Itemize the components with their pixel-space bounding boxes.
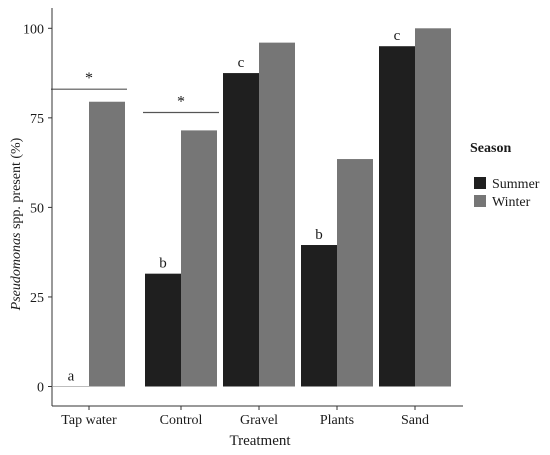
- x-tick-label: Plants: [320, 413, 354, 428]
- x-axis-ticks: Tap water Control Gravel Plants Sand: [61, 406, 429, 428]
- legend-swatch-winter: [474, 195, 486, 207]
- legend: Season Summer Winter: [470, 141, 540, 210]
- y-axis-title-genus: Pseudomonas: [9, 232, 24, 311]
- y-axis-title: Pseudomonas spp. present (%): [9, 137, 24, 311]
- x-tick-label: Gravel: [240, 413, 278, 428]
- x-tick-label: Control: [160, 413, 203, 428]
- y-axis-title-rest: spp. present (%): [9, 137, 24, 232]
- significance-letter: c: [394, 28, 401, 44]
- y-axis-ticks: 0 25 50 75 100: [23, 22, 52, 396]
- bar-winter: [89, 101, 125, 387]
- bars-layer: [53, 28, 451, 387]
- bar-winter: [337, 159, 373, 387]
- significance-letter: b: [159, 256, 167, 272]
- significance-letter: c: [238, 55, 245, 71]
- y-tick-label: 100: [23, 22, 44, 37]
- legend-label-winter: Winter: [492, 195, 531, 210]
- bar-winter: [181, 130, 217, 387]
- y-tick-label: 0: [37, 381, 44, 396]
- bar-summer: [223, 73, 259, 387]
- x-axis-title: Treatment: [229, 433, 291, 449]
- bar-winter: [415, 28, 451, 387]
- legend-swatch-summer: [474, 177, 486, 189]
- significance-letter: b: [315, 227, 323, 243]
- bar-summer: [145, 273, 181, 387]
- bar-summer: [301, 245, 337, 387]
- bar-summer: [379, 46, 415, 387]
- y-tick-label: 25: [30, 291, 44, 306]
- significance-letter: a: [68, 369, 75, 385]
- significance-asterisk: *: [177, 93, 185, 110]
- x-tick-label: Sand: [401, 413, 429, 428]
- legend-label-summer: Summer: [492, 177, 540, 192]
- y-tick-label: 75: [30, 112, 44, 127]
- y-tick-label: 50: [30, 201, 44, 216]
- significance-asterisk: *: [85, 70, 93, 87]
- annotations-layer: a b c b c * *: [51, 28, 401, 385]
- legend-title: Season: [470, 141, 511, 156]
- bar-winter: [259, 42, 295, 387]
- x-tick-label: Tap water: [61, 413, 117, 428]
